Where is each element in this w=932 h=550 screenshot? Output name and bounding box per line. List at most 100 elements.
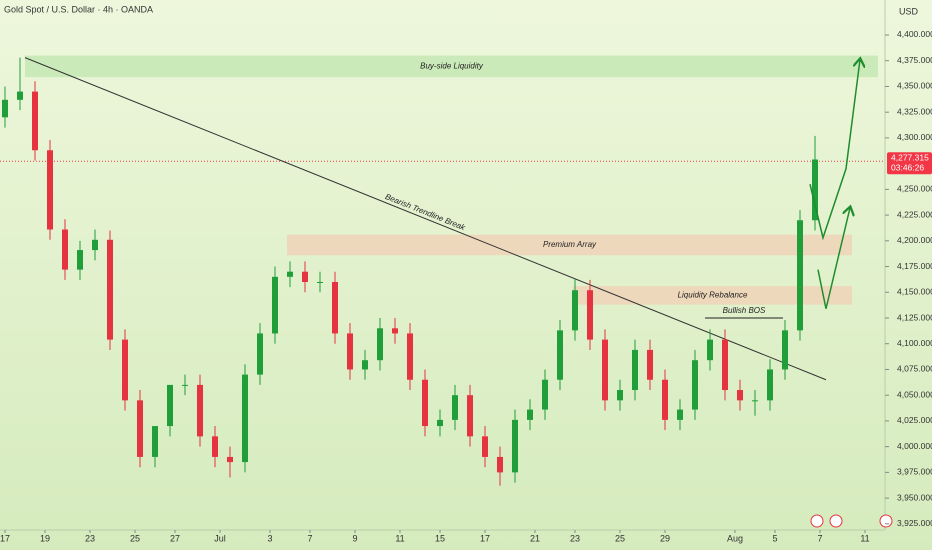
y-tick-label: 4,125.000 — [897, 312, 932, 322]
y-tick-label: 3,950.000 — [897, 492, 932, 502]
candle-body — [527, 409, 533, 420]
zone-label: Premium Array — [543, 240, 597, 249]
candle-body — [212, 436, 218, 457]
y-tick-label: 4,100.000 — [897, 338, 932, 348]
candle-body — [47, 150, 53, 230]
candle-body — [362, 360, 368, 370]
candle-body — [32, 91, 38, 151]
projection-arrow — [809, 60, 860, 241]
candle-body — [602, 339, 608, 401]
zone-label: Liquidity Rebalance — [678, 290, 748, 299]
candle-body — [347, 333, 353, 370]
x-tick-label: 15 — [435, 533, 445, 543]
y-tick-label: 4,375.000 — [897, 55, 932, 65]
candle-body — [497, 456, 503, 473]
x-tick-label: 9 — [352, 533, 357, 543]
candle-body — [542, 379, 548, 410]
y-tick-label: 4,000.000 — [897, 441, 932, 451]
y-tick-label: 4,350.000 — [897, 81, 932, 91]
last-price-box — [887, 152, 932, 175]
candle-body — [617, 390, 623, 401]
zone-label: Buy-side Liquidity — [420, 61, 484, 70]
zone — [25, 55, 878, 78]
x-tick-label: Aug — [727, 533, 743, 543]
y-tick-label: 4,250.000 — [897, 184, 932, 194]
candle-body — [737, 390, 743, 401]
candle-body — [692, 360, 698, 410]
countdown: 03:46:26 — [891, 162, 924, 172]
y-tick-label: 4,175.000 — [897, 261, 932, 271]
x-tick-label: 17 — [480, 533, 490, 543]
x-tick-label: 25 — [615, 533, 625, 543]
candle-body — [812, 159, 818, 221]
candle-body — [707, 339, 713, 361]
candle-body — [122, 339, 128, 401]
candle-body — [332, 281, 338, 334]
x-tick-label: 11 — [395, 533, 404, 543]
candle-body — [647, 349, 653, 380]
candle-body — [407, 333, 413, 380]
y-tick-label: 4,225.000 — [897, 209, 932, 219]
x-tick-label: 29 — [660, 533, 670, 543]
candle-body — [512, 419, 518, 473]
candle-body — [377, 328, 383, 361]
x-tick-label: 17 — [0, 533, 10, 543]
candle-body — [782, 330, 788, 370]
y-tick-label: 4,075.000 — [897, 364, 932, 374]
chart-title: Gold Spot / U.S. Dollar · 4h · OANDA — [4, 4, 153, 14]
candle-body — [422, 379, 428, 427]
candle-body — [677, 409, 683, 420]
zone — [287, 234, 852, 256]
x-tick-label: 5 — [772, 533, 777, 543]
currency: USD — [899, 6, 919, 16]
candle-body — [152, 426, 158, 457]
y-tick-label: 4,200.000 — [897, 235, 932, 245]
x-tick-label: 23 — [85, 533, 95, 543]
candle-body — [62, 229, 68, 270]
x-tick-label: 25 — [130, 533, 140, 543]
y-tick-label: 4,325.000 — [897, 106, 932, 116]
x-tick-label: 23 — [570, 533, 580, 543]
candle-body — [752, 400, 758, 402]
candle-body — [722, 339, 728, 391]
candle-body — [182, 384, 188, 386]
candle-body — [107, 239, 113, 340]
trendline — [24, 57, 827, 381]
candle-body — [287, 271, 293, 277]
candle-body — [392, 328, 398, 334]
x-tick-label: 21 — [530, 533, 540, 543]
candle-body — [437, 419, 443, 427]
candle-body — [767, 369, 773, 401]
projection-arrow — [817, 208, 850, 309]
candle-body — [197, 384, 203, 437]
candle-body — [482, 436, 488, 457]
candle-body — [572, 290, 578, 331]
x-tick-label: Jul — [214, 533, 226, 543]
y-tick-label: 4,050.000 — [897, 389, 932, 399]
x-tick-label: 27 — [170, 533, 180, 543]
candle-body — [227, 456, 233, 463]
x-tick-label: 7 — [817, 533, 822, 543]
candle-body — [587, 290, 593, 340]
y-tick-label: 4,300.000 — [897, 132, 932, 142]
candle-body — [632, 349, 638, 391]
candle-body — [77, 250, 83, 270]
last-price-label: 4,277.315 — [891, 152, 929, 162]
candle-body — [2, 99, 8, 118]
candle-body — [302, 271, 308, 282]
candle-body — [92, 239, 98, 251]
y-tick-label: 4,400.000 — [897, 29, 932, 39]
x-tick-label: 7 — [307, 533, 312, 543]
candle-body — [557, 330, 563, 380]
candle-body — [272, 276, 278, 334]
candle-body — [317, 281, 323, 283]
x-tick-label: 19 — [40, 533, 50, 543]
y-tick-label: 3,925.000 — [897, 518, 932, 528]
bos-label: Bullish BOS — [723, 306, 766, 315]
candle-body — [662, 379, 668, 420]
zone — [573, 286, 852, 305]
candle-body — [167, 384, 173, 427]
